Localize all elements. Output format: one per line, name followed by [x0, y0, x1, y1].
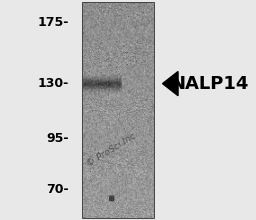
Text: 175-: 175-: [38, 15, 69, 29]
Text: 95-: 95-: [47, 132, 69, 145]
Text: 130-: 130-: [38, 77, 69, 90]
Text: NALP14: NALP14: [170, 75, 249, 93]
Text: 70-: 70-: [47, 183, 69, 196]
Polygon shape: [163, 72, 178, 96]
Text: © ProSci Inc.: © ProSci Inc.: [85, 130, 140, 169]
